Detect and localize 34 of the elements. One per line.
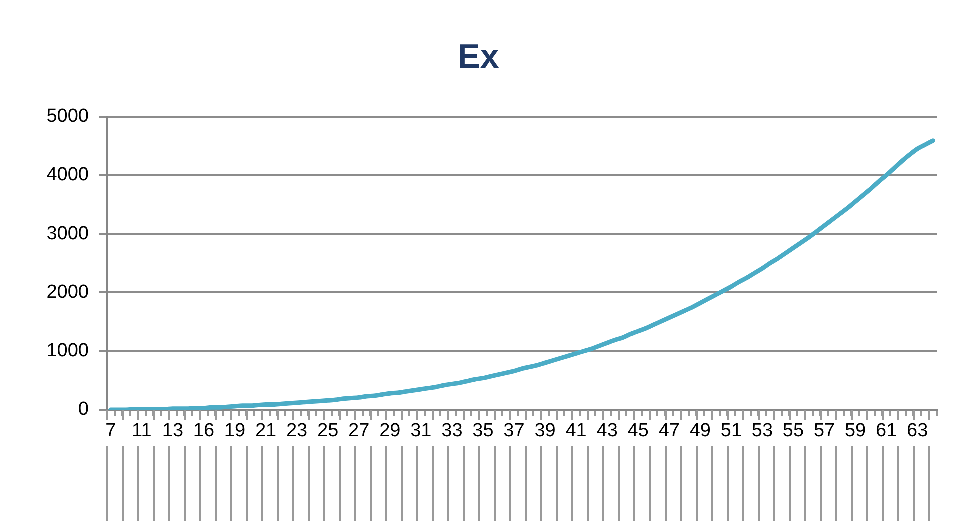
x-tick-label: 33 <box>442 420 463 442</box>
x-tick-label: 47 <box>658 420 680 442</box>
x-tick-label: 21 <box>255 420 277 442</box>
x-tick-label: 57 <box>814 420 836 442</box>
x-tick-label: 39 <box>534 420 556 442</box>
x-tick-label: 59 <box>844 420 866 442</box>
x-tick-label: 37 <box>504 420 525 442</box>
y-tick-label: 0 <box>78 399 89 420</box>
x-tick-label: 11 <box>132 420 152 442</box>
x-tick-label: 53 <box>752 420 774 442</box>
x-tick-label: 31 <box>410 420 432 442</box>
x-tick-label: 16 <box>193 420 215 442</box>
x-tick-label: 7 <box>106 420 116 442</box>
x-tick-label: 27 <box>348 420 370 442</box>
x-tick-label: 55 <box>782 420 804 442</box>
x-tick-label: 19 <box>224 420 246 442</box>
x-tick-label: 13 <box>162 420 184 442</box>
y-tick-label: 3000 <box>46 223 89 244</box>
y-tick-label: 4000 <box>46 164 89 186</box>
y-tick-label: 1000 <box>46 340 89 362</box>
x-tick-label: 25 <box>318 420 339 442</box>
x-tick-label: 35 <box>472 420 494 442</box>
y-tick-label: 5000 <box>46 106 89 128</box>
x-tick-label: 29 <box>380 420 401 442</box>
x-tick-label: 43 <box>596 420 618 442</box>
x-tick-label: 61 <box>876 420 898 442</box>
chart-title: Ex <box>458 38 500 76</box>
x-tick-label: 45 <box>628 420 649 442</box>
x-tick-label: 41 <box>566 420 587 442</box>
x-tick-label: 51 <box>720 420 742 442</box>
x-tick-label: 23 <box>286 420 308 442</box>
x-tick-label: 63 <box>907 420 928 442</box>
y-tick-label: 2000 <box>46 282 89 303</box>
x-tick-label: 49 <box>690 420 711 442</box>
